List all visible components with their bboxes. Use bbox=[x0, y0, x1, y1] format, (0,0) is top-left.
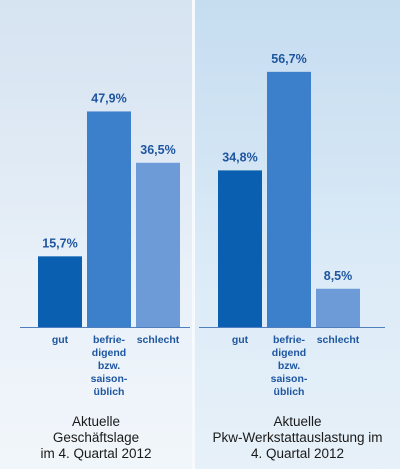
category-label: bzw. bbox=[278, 360, 300, 372]
category-label: üblich bbox=[274, 386, 305, 398]
chart-caption-left: Aktuelle Geschäftslage im 4. Quartal 201… bbox=[0, 414, 192, 462]
category-label: bzw. bbox=[98, 360, 120, 372]
category-label: saison- bbox=[271, 373, 308, 385]
bar-value-label: 56,7% bbox=[271, 52, 306, 66]
category-label: saison- bbox=[91, 373, 128, 385]
bar bbox=[218, 170, 262, 327]
bar bbox=[38, 256, 82, 327]
bar bbox=[316, 288, 360, 327]
bar bbox=[87, 111, 131, 327]
category-label: gut bbox=[232, 334, 249, 346]
caption-line: Aktuelle bbox=[71, 414, 121, 429]
bar-value-label: 34,8% bbox=[222, 150, 257, 164]
category-label: schlecht bbox=[137, 334, 180, 346]
category-label: gut bbox=[52, 334, 69, 346]
category-label: befrie- bbox=[93, 334, 126, 346]
bar bbox=[136, 162, 180, 327]
caption-line: 4. Quartal 2012 bbox=[250, 446, 345, 461]
bar bbox=[267, 71, 311, 327]
category-label: schlecht bbox=[317, 334, 360, 346]
caption-line: Pkw-Werkstattauslastung im bbox=[212, 430, 383, 445]
bar-value-label: 36,5% bbox=[140, 143, 175, 157]
category-label: üblich bbox=[94, 386, 125, 398]
category-label: befrie- bbox=[273, 334, 306, 346]
bar-value-label: 15,7% bbox=[42, 236, 77, 250]
bar-value-label: 47,9% bbox=[91, 91, 126, 105]
category-label: digend bbox=[272, 347, 306, 359]
panel-divider bbox=[192, 0, 195, 469]
caption-line: Geschäftslage bbox=[52, 430, 140, 445]
chart-caption-right: Aktuelle Pkw-Werkstattauslastung im 4. Q… bbox=[195, 414, 400, 462]
caption-line: im 4. Quartal 2012 bbox=[40, 446, 152, 461]
caption-line: Aktuelle bbox=[273, 414, 322, 429]
bar-value-label: 8,5% bbox=[324, 269, 353, 283]
category-label: digend bbox=[92, 347, 126, 359]
